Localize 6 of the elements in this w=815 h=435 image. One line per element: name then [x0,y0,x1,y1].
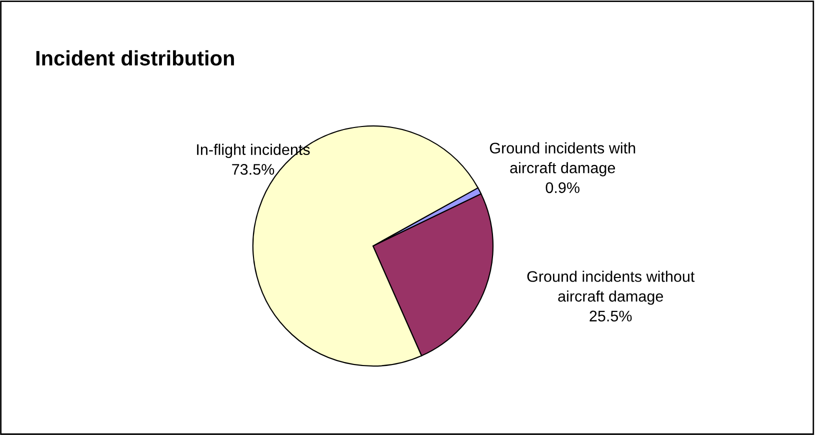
data-label: 25.5% [590,310,632,322]
data-label: 0.9% [546,182,580,194]
slice-label: Ground incidents with aircraft damage [490,142,636,176]
data-label: 73.5% [232,164,274,175]
chart-title: Incident distribution [36,50,234,66]
slice-label: Ground incidents without aircraft damage [527,270,695,305]
